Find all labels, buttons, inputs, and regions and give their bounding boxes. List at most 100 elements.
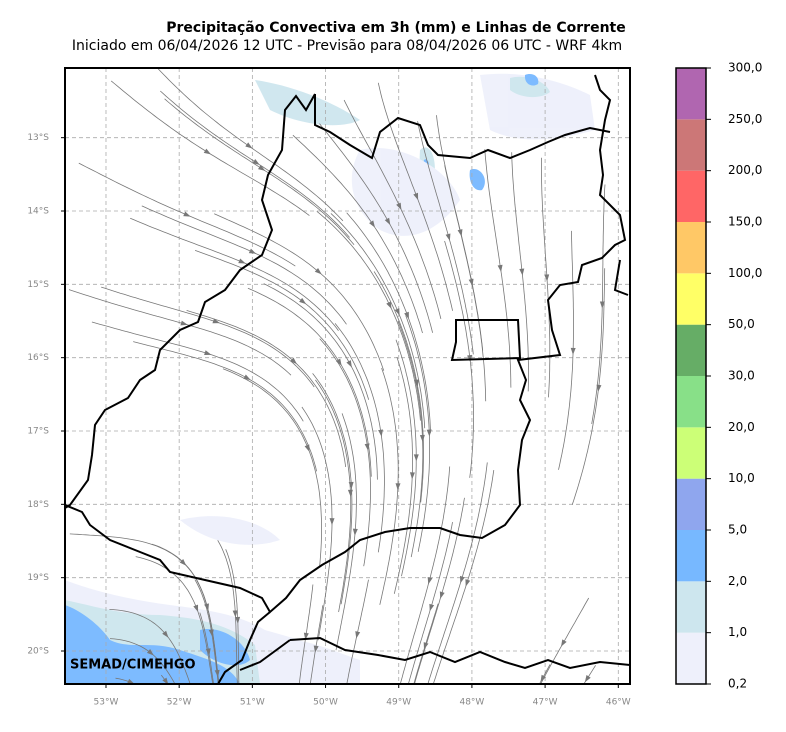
stream-arrow [413,192,419,201]
streamline [319,338,371,567]
stream-arrow [394,308,400,316]
stream-arrow [395,483,401,491]
stream-arrow [290,357,297,365]
colorbar-bin [676,581,706,633]
stream-arrow [468,278,474,287]
colorbar-bin [676,376,706,428]
df-border [450,319,522,362]
colorbar-label: 50,0 [728,317,755,331]
stream-arrow [193,604,199,613]
y-tick-label: 15°S [27,280,49,290]
streamline [157,68,344,222]
streamline [91,321,304,422]
colorbar-bin [676,119,706,171]
y-tick-label: 13°S [27,133,49,143]
stream-arrow [413,454,419,462]
stream-arrow [258,164,266,171]
colorbar-label: 200,0 [728,163,762,177]
state-border [289,636,630,670]
stream-arrow [426,429,432,437]
streamline [427,462,488,684]
colorbar-label: 100,0 [728,266,762,280]
stream-arrow [314,267,322,275]
colorbar-bin [676,530,706,582]
borders [65,74,630,684]
state-border [65,93,316,509]
streamline [316,210,421,421]
stream-arrow [304,444,310,452]
stream-arrow [396,202,402,211]
stream-arrow [599,301,605,309]
subtitle: Iniciado em 06/04/2026 12 UTC - Previsão… [72,38,622,54]
state-border [65,74,627,614]
state-border [239,639,291,671]
colorbar-label: 2,0 [728,574,747,588]
stream-arrow [445,233,451,241]
stream-arrow [465,579,471,587]
colorbar-bin [676,273,706,325]
stream-arrow [238,258,246,264]
state-border [314,94,611,160]
state-border [613,259,629,296]
stream-arrow [355,631,361,639]
stream-arrow [378,429,384,437]
colorbar-label: 30,0 [728,369,755,383]
colorbar-label: 5,0 [728,523,747,537]
map-area [65,68,630,684]
colorbar-label: 250,0 [728,112,762,126]
stream-arrow [404,311,409,320]
colorbar-bin [676,222,706,274]
stream-arrow [459,575,465,584]
streamline [558,230,574,470]
x-tick-label: 47°W [533,698,558,708]
streamline [141,205,347,325]
colorbar-bin [676,324,706,376]
precipitation [65,73,595,684]
streamline [379,367,399,605]
stream-arrow [232,610,238,618]
x-tick-label: 48°W [459,698,484,708]
stream-arrow [369,220,376,228]
stream-arrow [347,489,353,497]
colorbar-label: 300,0 [728,61,762,75]
stream-arrow [203,148,211,155]
streamline [186,310,347,468]
stream-arrow [427,576,433,585]
stream-arrow [384,217,391,226]
y-tick-label: 19°S [27,573,49,583]
stream-arrow [544,274,550,282]
stream-arrow [313,645,319,653]
stream-arrow [561,639,567,647]
colorbar-bin [676,68,706,120]
stream-arrow [248,248,257,254]
y-tick-label: 18°S [27,500,49,510]
stream-arrow [329,518,335,526]
streamline [194,250,370,400]
stream-arrow [179,559,187,566]
stream-arrow [386,301,392,309]
y-tick-label: 20°S [27,647,49,657]
x-tick-label: 52°W [167,698,192,708]
stream-arrow [180,320,188,326]
streamline [68,289,292,376]
streamline [335,413,357,651]
stream-arrow [519,268,525,276]
map-frame [64,67,631,685]
credit: SEMAD/CIMEHGO [70,658,196,673]
streamline [133,341,317,472]
x-tick-label: 53°W [94,698,119,708]
colorbar-label: 1,0 [728,625,747,639]
streamlines [68,68,606,684]
streamline [263,283,378,480]
title: Precipitação Convectiva em 3h (mm) e Lin… [166,20,625,36]
colorbar-label: 0,2 [728,677,747,691]
stream-arrow [146,649,154,656]
map-ticks: 53°W 52°W 51°W 50°W 49°W 48°W 47°W 46°W 13°S 14°S… [27,133,630,707]
stream-arrow [596,384,602,392]
streamline [393,356,413,594]
stream-arrow [409,472,415,480]
stream-arrow [162,630,169,638]
colorbar: 0,2 1,0 2,0 5,0 10,0 20,0 30,0 50,0 100,0 150,0 20… [675,61,762,691]
stream-arrow [127,678,135,684]
